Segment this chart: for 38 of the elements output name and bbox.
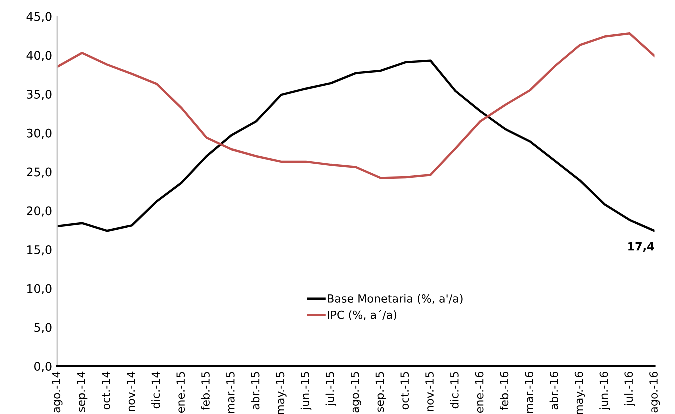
y-tick-label: 10,0 <box>28 284 52 295</box>
x-tick-label: jul.-15 <box>326 372 337 406</box>
x-tick-label: ago.-16 <box>650 372 660 413</box>
y-tick-label: 45,0 <box>26 12 52 22</box>
line-series <box>57 32 655 180</box>
y-tick-label: 30,0 <box>27 128 52 140</box>
legend-label: Base Monetaria (%, a'/a) <box>328 294 463 304</box>
x-tick-label: jun.-16 <box>600 372 610 410</box>
y-tick-label: 25,0 <box>27 168 52 178</box>
x-tick-label: mar.-15 <box>226 372 235 414</box>
x-tick-label: ene.-15 <box>176 372 186 414</box>
x-tick-label: nov.-14 <box>127 372 136 412</box>
x-tick-label: oct.-14 <box>102 372 110 410</box>
x-tick-label: abr.-15 <box>251 372 260 410</box>
x-tick-label: ago.-14 <box>52 372 63 413</box>
x-tick-label: feb.-16 <box>500 372 509 410</box>
x-tick-label: feb.-15 <box>201 372 210 410</box>
x-tick-label: dic.-14 <box>152 372 160 409</box>
annotation: 17,4 <box>628 242 654 252</box>
x-tick-label: ago.-15 <box>351 372 362 413</box>
x-tick-label: jul.-16 <box>624 372 636 406</box>
x-tick-label: jun.-15 <box>300 372 312 410</box>
y-tick-label: 40,0 <box>26 51 52 62</box>
x-tick-label: abr.-16 <box>550 372 558 410</box>
y-tick-label: 5,0 <box>34 323 52 334</box>
x-tick-label: mar.-16 <box>525 372 534 414</box>
y-tick-label: 20,0 <box>27 206 52 217</box>
y-tick-label: 0,0 <box>34 362 52 372</box>
y-tick-label: 15,0 <box>28 246 52 256</box>
y-tick-label: 35,0 <box>27 90 52 100</box>
x-tick-label: ene.-16 <box>475 372 484 414</box>
x-tick-label: nov.-15 <box>426 372 434 412</box>
line-series <box>57 60 655 232</box>
x-tick-label: sep.-15 <box>376 372 386 412</box>
x-tick-label: oct.-15 <box>400 372 410 410</box>
x-tick-label: sep.-14 <box>77 372 88 412</box>
x-tick-label: dic.-15 <box>450 372 459 409</box>
legend-label: IPC (%, a´/a) <box>328 310 397 321</box>
